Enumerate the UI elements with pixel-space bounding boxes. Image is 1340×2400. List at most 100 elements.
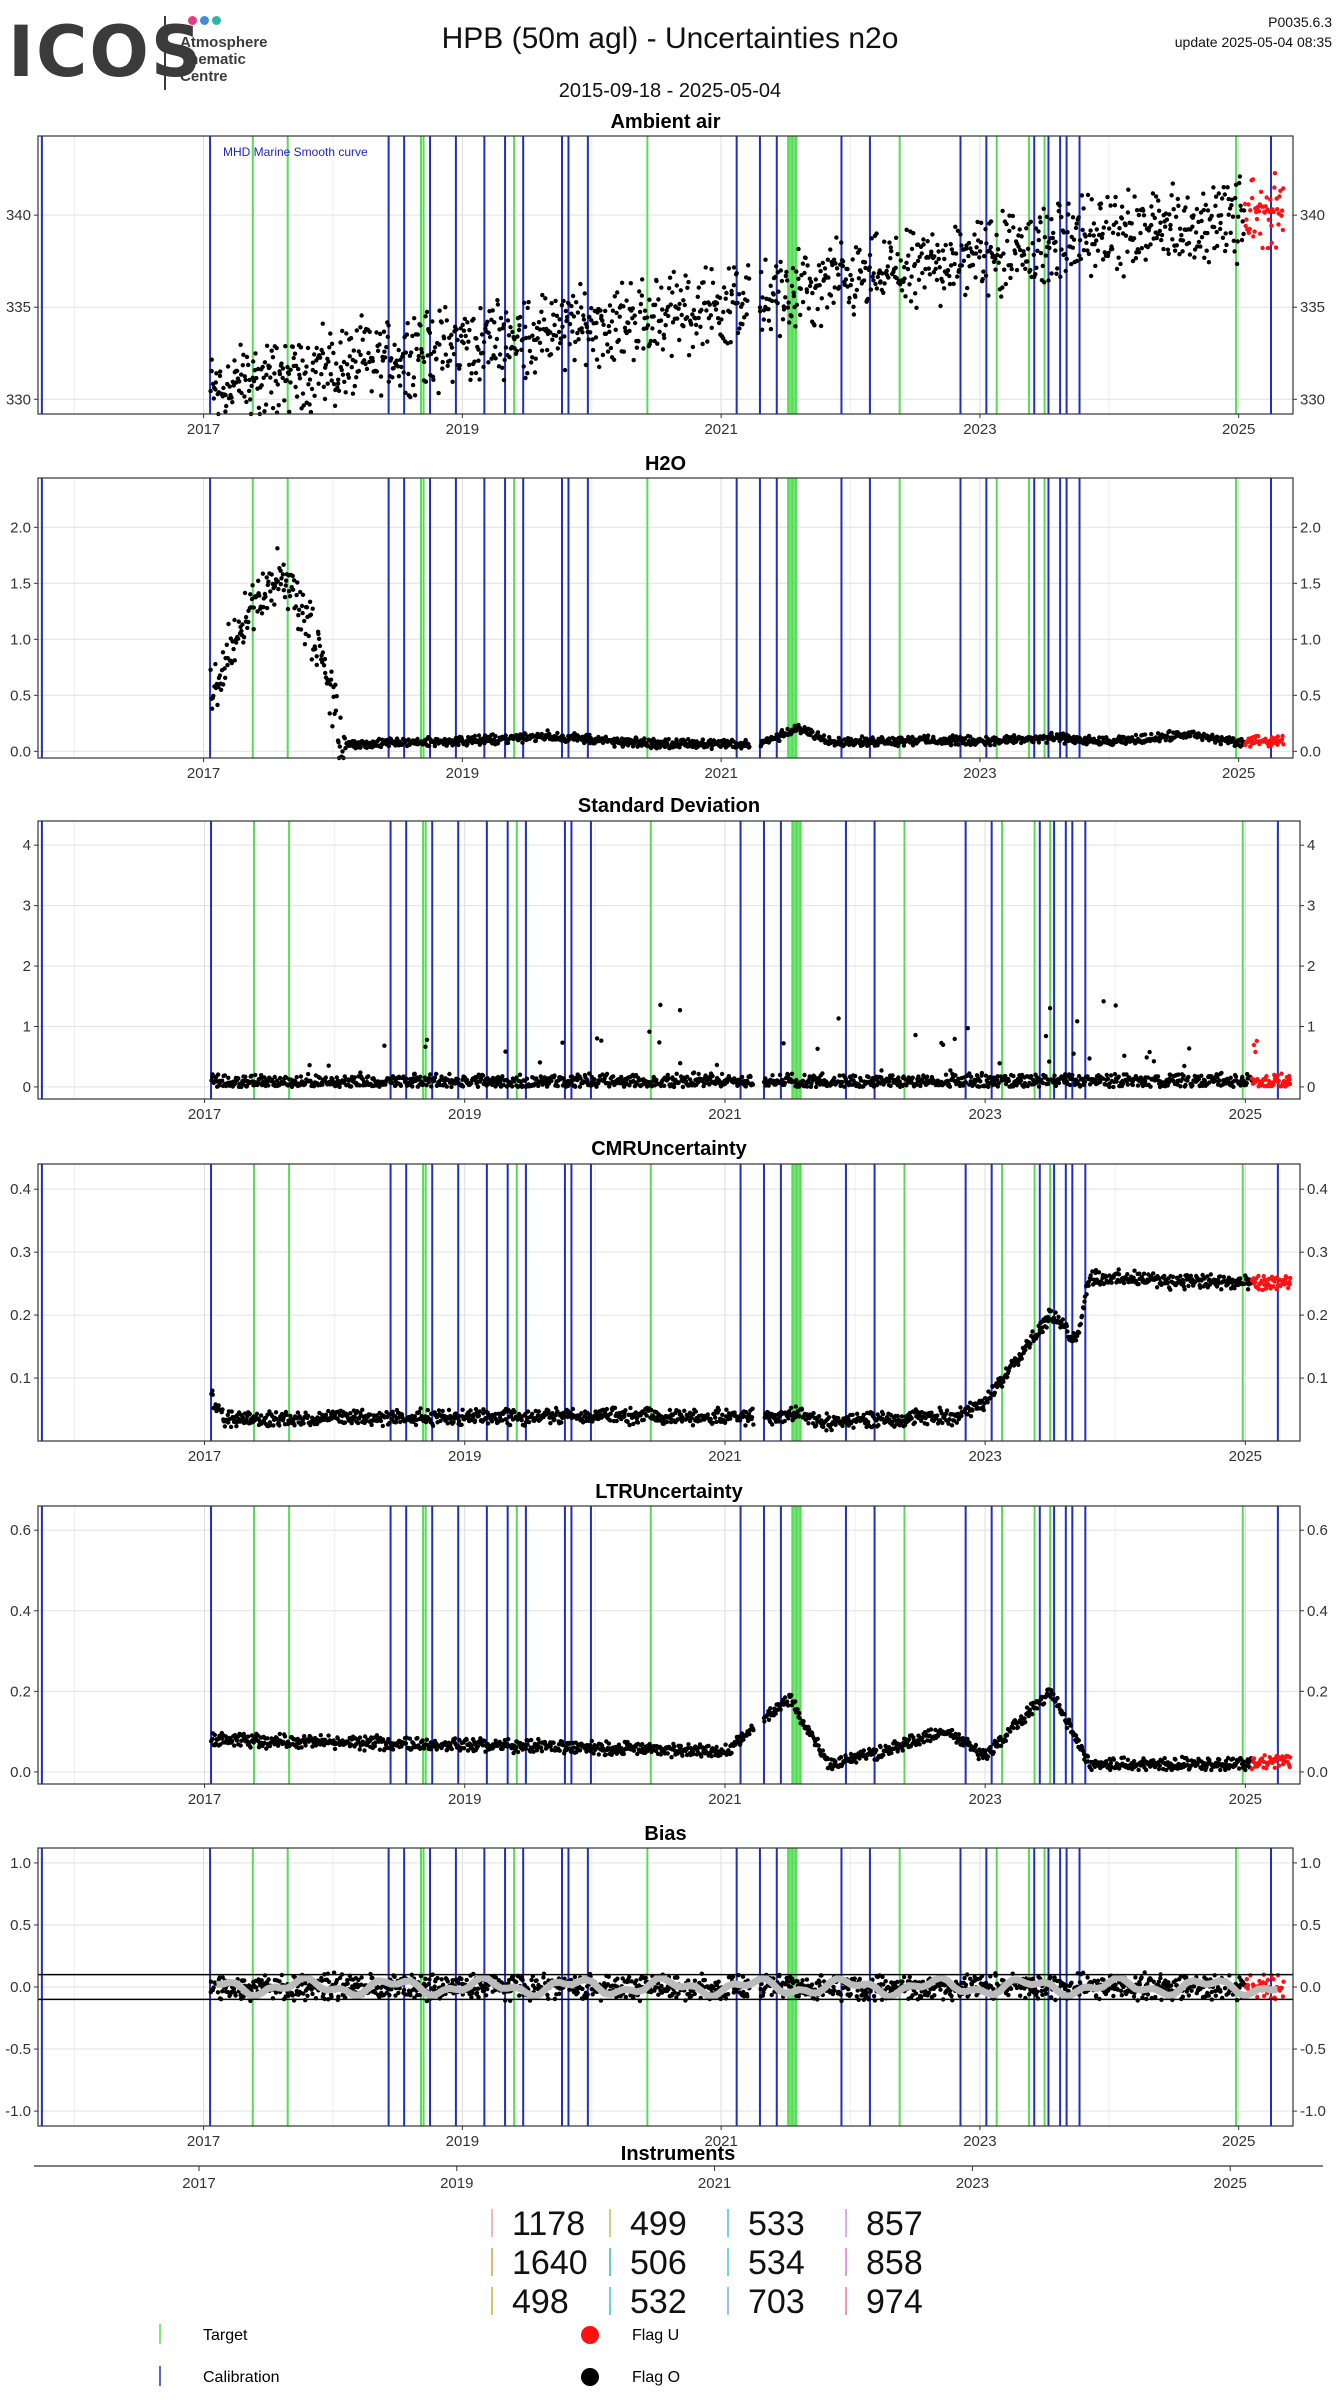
flag-o-point bbox=[1231, 736, 1236, 741]
flag-o-point bbox=[498, 315, 504, 321]
flag-o-point bbox=[988, 244, 993, 250]
flag-o-point bbox=[358, 352, 363, 358]
flag-o-point bbox=[802, 1072, 807, 1078]
flag-o-point bbox=[686, 279, 691, 285]
flag-o-point bbox=[766, 1083, 771, 1088]
flag-o-point bbox=[440, 359, 445, 365]
flag-o-point bbox=[770, 1073, 775, 1078]
flag-o-point bbox=[494, 336, 500, 342]
flag-o-point bbox=[802, 725, 807, 730]
flag-o-point bbox=[973, 251, 979, 256]
flag-o-point bbox=[963, 292, 968, 298]
flag-o-point bbox=[666, 737, 671, 742]
flag-o-point bbox=[236, 619, 241, 624]
flag-o-point bbox=[336, 388, 342, 393]
flag-o-point bbox=[607, 329, 612, 334]
flag-o-point bbox=[837, 284, 842, 290]
flag-o-point bbox=[759, 269, 764, 275]
flag-o-point bbox=[516, 327, 522, 333]
flag-u-point bbox=[1263, 204, 1268, 209]
flag-o-point bbox=[603, 331, 609, 336]
flag-o-point bbox=[375, 348, 381, 353]
flag-o-point bbox=[489, 1419, 495, 1424]
flag-o-point bbox=[612, 294, 617, 299]
flag-o-point bbox=[992, 742, 997, 747]
flag-o-point bbox=[857, 247, 862, 253]
flag-o-point bbox=[326, 1063, 331, 1068]
flag-o-point bbox=[1102, 250, 1107, 255]
flag-o-point bbox=[316, 636, 322, 641]
flag-o-point bbox=[947, 273, 952, 279]
flag-o-point bbox=[230, 639, 235, 644]
flag-o-point bbox=[403, 350, 409, 355]
flag-o-point bbox=[460, 1084, 466, 1089]
flag-o-point bbox=[996, 260, 1001, 265]
flag-o-point bbox=[894, 275, 899, 281]
flag-o-point bbox=[490, 308, 495, 313]
flag-o-point bbox=[548, 330, 553, 335]
flag-o-point bbox=[217, 373, 223, 379]
flag-u-point bbox=[1254, 216, 1260, 222]
flag-o-point bbox=[724, 290, 729, 296]
flag-o-point bbox=[684, 1074, 690, 1080]
flag-o-point bbox=[660, 347, 666, 352]
flag-o-point bbox=[1011, 225, 1016, 230]
flag-o-point bbox=[1014, 267, 1020, 273]
flag-o-point bbox=[268, 375, 273, 380]
flag-o-point bbox=[817, 283, 822, 288]
flag-o-point bbox=[427, 1072, 433, 1077]
flag-o-point bbox=[936, 256, 941, 262]
flag-o-point bbox=[943, 242, 948, 248]
flag-u-point bbox=[1266, 217, 1272, 222]
flag-o-point bbox=[245, 625, 250, 631]
flag-o-point bbox=[260, 364, 265, 370]
flag-o-point bbox=[248, 592, 253, 597]
y-tick-label: 0 bbox=[23, 1079, 31, 1096]
y-tick-label: 340 bbox=[6, 207, 31, 224]
flag-o-point bbox=[1192, 255, 1197, 260]
flag-o-point bbox=[1042, 235, 1048, 240]
flag-o-point bbox=[768, 326, 774, 332]
flag-o-point bbox=[906, 253, 911, 258]
flag-o-point bbox=[229, 1409, 234, 1414]
y-tick-label: 4 bbox=[23, 837, 31, 854]
y-tick-label: 1.5 bbox=[1300, 575, 1321, 592]
flag-o-point bbox=[351, 348, 356, 353]
data-points bbox=[208, 171, 1286, 417]
flag-o-point bbox=[1005, 238, 1010, 244]
flag-o-point bbox=[848, 272, 853, 278]
flag-o-point bbox=[849, 277, 855, 282]
flag-o-point bbox=[898, 282, 903, 287]
flag-o-point bbox=[1021, 249, 1026, 254]
flag-o-point bbox=[886, 275, 891, 280]
flag-o-point bbox=[1025, 259, 1030, 264]
flag-o-point bbox=[478, 306, 483, 311]
flag-o-point bbox=[904, 227, 909, 232]
flag-o-point bbox=[241, 352, 246, 357]
flag-o-point bbox=[953, 1073, 958, 1078]
flag-o-point bbox=[1118, 261, 1123, 267]
flag-o-point bbox=[1044, 740, 1049, 745]
flag-o-point bbox=[481, 364, 486, 370]
flag-o-point bbox=[807, 276, 812, 281]
flag-o-point bbox=[299, 603, 305, 609]
flag-o-point bbox=[507, 1422, 513, 1428]
flag-o-point bbox=[1159, 232, 1165, 238]
flag-o-point bbox=[590, 347, 596, 353]
flag-o-point bbox=[840, 259, 846, 264]
flag-o-point bbox=[626, 320, 631, 326]
flag-o-point bbox=[517, 323, 522, 328]
flag-o-point bbox=[549, 1078, 554, 1084]
flag-o-point bbox=[834, 266, 840, 271]
flag-o-point bbox=[777, 333, 783, 339]
flag-o-point bbox=[921, 237, 926, 242]
flag-o-point bbox=[1106, 250, 1111, 256]
flag-o-point bbox=[1003, 281, 1008, 287]
flag-o-point bbox=[1105, 194, 1110, 200]
flag-o-point bbox=[782, 1080, 788, 1086]
flag-o-point bbox=[228, 1424, 234, 1430]
flag-o-point bbox=[209, 357, 214, 362]
flag-o-point bbox=[1147, 1049, 1152, 1055]
flag-o-point bbox=[284, 1412, 289, 1418]
flag-o-point bbox=[441, 336, 447, 341]
